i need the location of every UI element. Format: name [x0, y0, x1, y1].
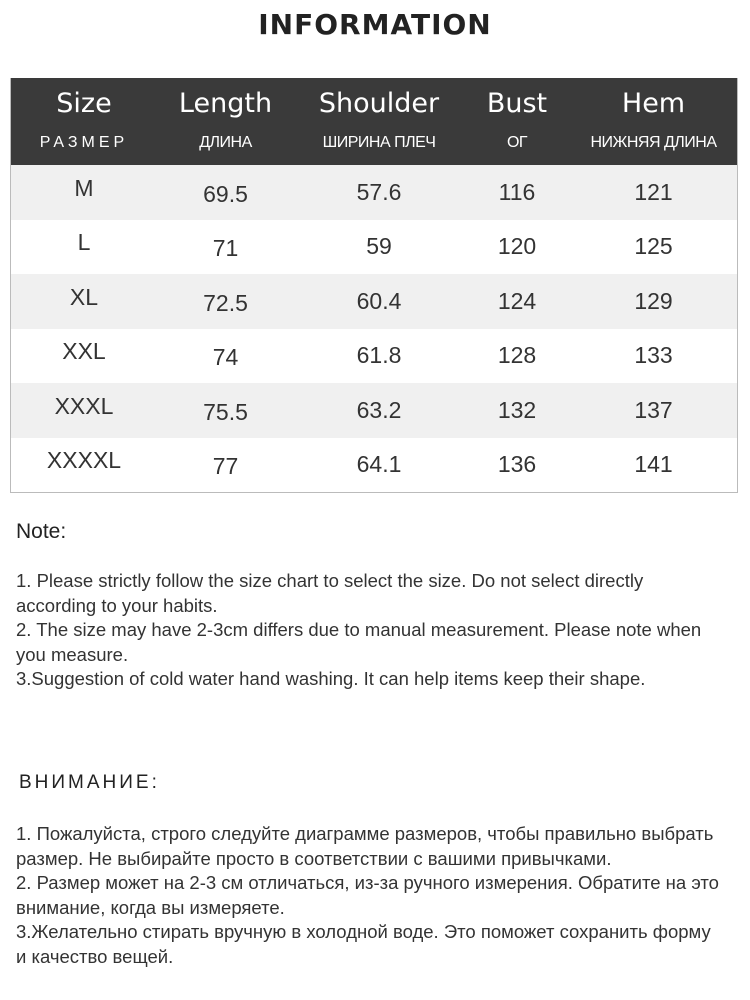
measure-cell: 124: [497, 287, 537, 314]
measure-cell: 60.4: [356, 287, 402, 314]
measure-cell: 69.5: [203, 180, 248, 207]
size-cell: XL: [69, 283, 99, 310]
table-row: XXXXL 77 64.1 136 141: [11, 438, 737, 493]
measure-cell: 63.2: [356, 396, 402, 423]
header-hem: Hem НИЖНЯЯ ДЛИНА: [590, 88, 718, 151]
note-item: 2. Размер может на 2-3 см отличаться, из…: [16, 872, 719, 918]
size-cell: M: [74, 174, 94, 201]
table-header: Size РАЗМЕР Length ДЛИНА Shoulder ШИРИНА ПЛ…: [11, 78, 737, 165]
table-body: M 69.5 57.6 116 121 L 71 59 120 125 XL 72.5 60.4 124 1…: [11, 165, 737, 492]
measure-cell: 141: [634, 451, 673, 478]
table-row: L 71 59 120 125: [11, 220, 737, 275]
measure-cell: 136: [497, 451, 537, 478]
header-bust: Bust ОГ: [486, 88, 548, 151]
header-shoulder: Shoulder ШИРИНА ПЛЕЧ: [318, 88, 440, 151]
note-item: 3.Suggestion of cold water hand washing.…: [16, 668, 646, 689]
measure-cell: 74: [212, 344, 239, 371]
measure-cell: 125: [634, 233, 673, 260]
size-cell: XXXL: [54, 392, 114, 419]
note-item: 1. Please strictly follow the size chart…: [16, 570, 644, 616]
measure-cell: 59: [366, 233, 392, 260]
size-cell: XXXXL: [46, 447, 122, 474]
size-cell: XXL: [62, 338, 106, 365]
measure-cell: 128: [497, 342, 537, 369]
measure-cell: 71: [212, 235, 239, 262]
note-item: 1. Пожалуйста, строго следуйте диаграмме…: [16, 823, 714, 869]
measure-cell: 64.1: [356, 451, 402, 478]
measure-cell: 120: [497, 233, 537, 260]
measure-cell: 75.5: [203, 398, 248, 425]
size-cell: L: [77, 229, 91, 256]
table-row: XXXL 75.5 63.2 132 137: [11, 383, 737, 438]
note-item: 2. The size may have 2-3cm differs due t…: [16, 619, 702, 665]
size-table: Size РАЗМЕР Length ДЛИНА Shoulder ШИРИНА ПЛ…: [10, 78, 738, 493]
table-row: XXL 74 61.8 128 133: [11, 329, 737, 384]
page-title: INFORMATION: [258, 8, 492, 41]
table-row: XL 72.5 60.4 124 129: [11, 274, 737, 329]
measure-cell: 72.5: [203, 289, 248, 316]
measure-cell: 77: [212, 453, 239, 480]
measure-cell: 137: [634, 396, 673, 423]
table-row: M 69.5 57.6 116 121: [11, 165, 737, 220]
measure-cell: 129: [634, 287, 673, 314]
measure-cell: 57.6: [356, 178, 402, 205]
measure-cell: 132: [497, 396, 537, 423]
note-heading: Note:: [16, 520, 67, 543]
note-list: 1. Please strictly follow the size chart…: [16, 569, 726, 692]
header-size: Size РАЗМЕР: [39, 88, 129, 151]
measure-cell: 61.8: [356, 342, 402, 369]
measure-cell: 133: [634, 342, 673, 369]
header-length: Length ДЛИНА: [178, 88, 273, 151]
measure-cell: 121: [634, 178, 673, 205]
measure-cell: 116: [498, 178, 536, 205]
note-ru-list: 1. Пожалуйста, строго следуйте диаграмме…: [16, 822, 726, 969]
note-ru-heading: ВНИМАНИЕ:: [19, 772, 160, 793]
note-item: 3.Желательно стирать вручную в холодной …: [16, 921, 711, 967]
